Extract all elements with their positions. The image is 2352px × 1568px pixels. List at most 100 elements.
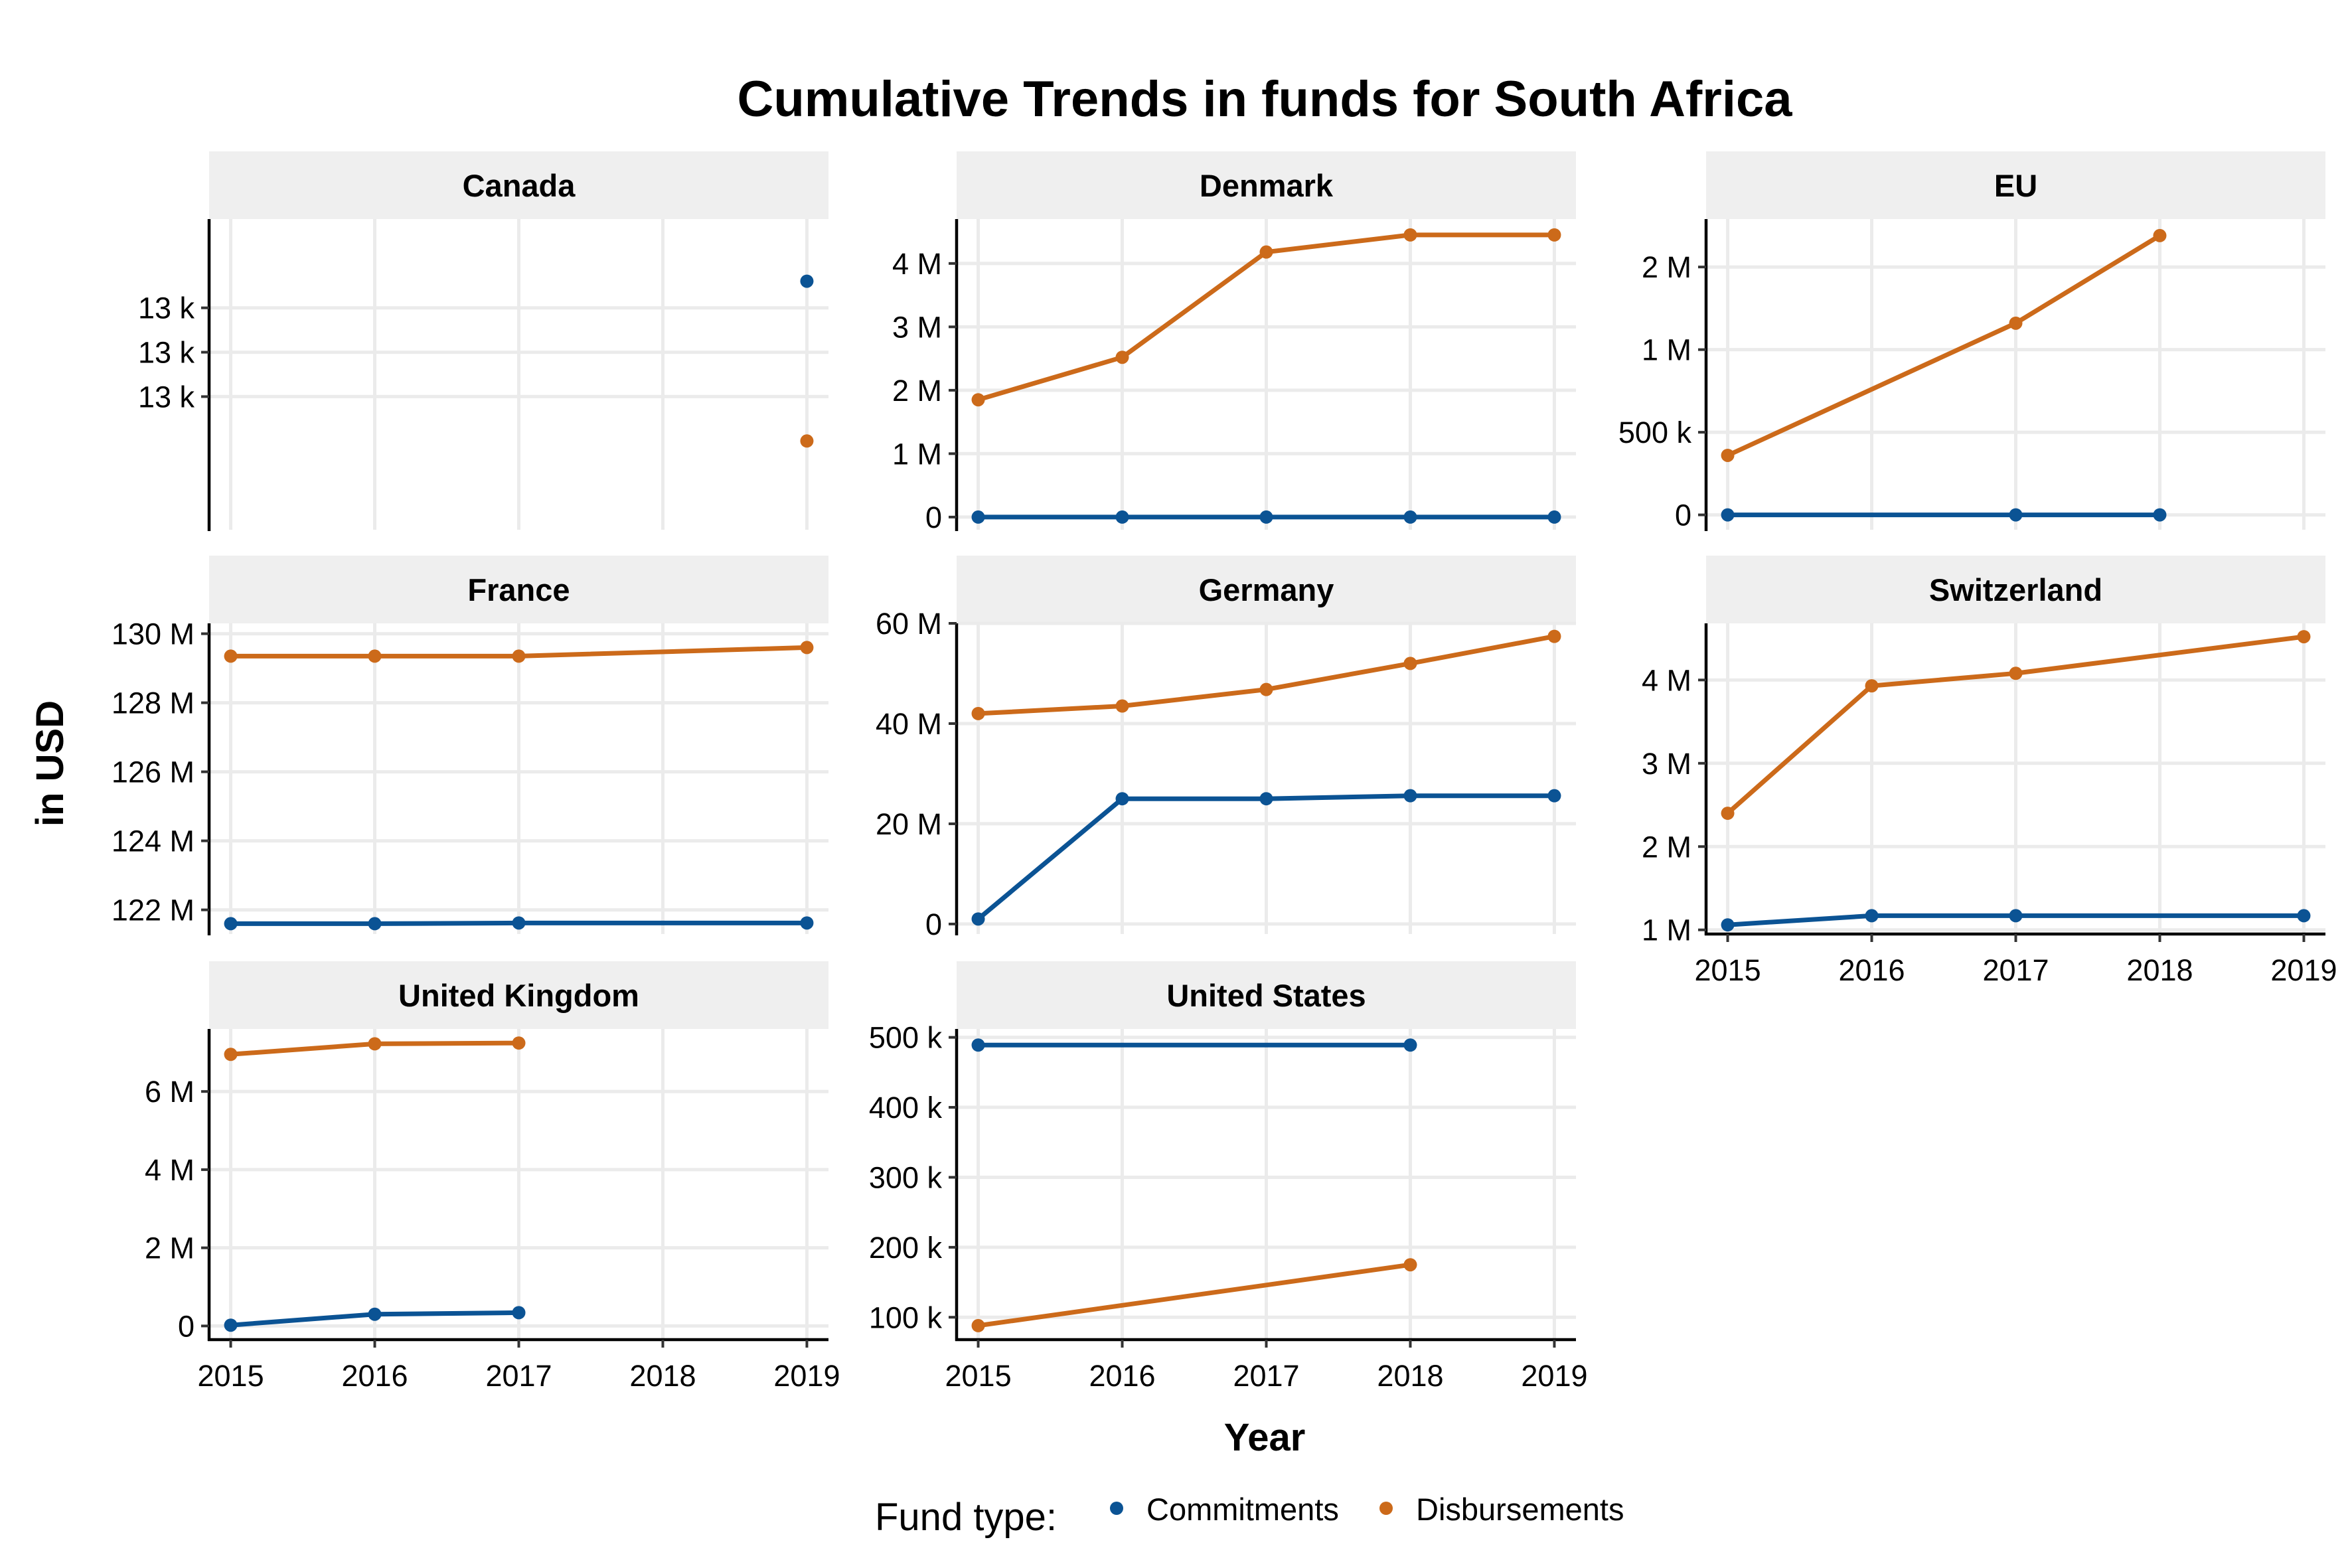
data-point-disbursements [971,706,985,720]
strip-label-france: France [467,572,570,607]
y-tick-label: 4 M [145,1153,195,1187]
x-tick-label: 2015 [197,1359,264,1393]
y-tick-label: 20 M [876,807,942,841]
data-point-disbursements [971,1318,985,1332]
data-point-disbursements [1865,679,1879,693]
data-point-disbursements [1403,657,1417,670]
y-tick-label: 124 M [112,824,195,858]
x-tick-label: 2018 [1377,1359,1443,1393]
data-point-commitments [512,916,526,930]
strip-label-canada: Canada [463,168,576,203]
data-point-commitments [971,912,985,926]
y-tick-label: 0 [178,1309,195,1343]
data-point-disbursements [2009,666,2023,680]
y-tick-label: 2 M [892,374,942,408]
y-tick-label: 6 M [145,1075,195,1109]
x-tick-label: 2016 [1089,1359,1155,1393]
legend-key-commitments [1110,1502,1123,1515]
panel-france: France 122 M 124 M 126 M 128 M 130 M [112,556,828,935]
y-tick-label: 4 M [892,247,942,281]
data-point-disbursements [971,393,985,407]
x-tick-label: 2017 [1982,953,2049,987]
x-tick-label: 2016 [341,1359,408,1393]
y-tick-label: 1 M [1642,333,1691,367]
data-point-commitments [368,1307,382,1321]
x-tick-label: 2018 [2126,953,2193,987]
y-tick-label: 130 M [112,617,195,651]
legend: Fund type: Commitments Disbursements [875,1492,1624,1539]
y-tick-label: 500 k [869,1021,943,1055]
data-point-disbursements [2297,630,2311,644]
data-point-disbursements [224,1048,238,1061]
series-line-disbursements [228,645,809,659]
y-tick-label: 2 M [145,1231,195,1265]
legend-label-commitments: Commitments [1146,1492,1339,1527]
data-point-commitments [971,1038,985,1052]
data-point-disbursements [368,649,382,663]
y-tick-label: 122 M [112,894,195,927]
strip-switzerland [1706,556,2325,623]
y-tick-label: 3 M [1642,747,1691,781]
data-point-commitments [2153,508,2167,522]
legend-key-disbursements [1379,1502,1393,1515]
data-point-commitments [1865,909,1879,923]
y-tick-label: 500 k [1618,416,1692,449]
data-point-disbursements [368,1037,382,1051]
y-tick-label: 40 M [876,707,942,741]
data-point-commitments [2297,909,2311,923]
data-point-disbursements [1259,682,1273,696]
data-point-disbursements [224,649,238,663]
strip-label-denmark: Denmark [1200,168,1334,203]
panel-united-states: United States 100 k 200 k 300 k 400 k 500 k 20… [869,961,1588,1393]
x-tick-label: 2015 [1694,953,1761,987]
panel-united-kingdom: United Kingdom 0 2 M 4 M 6 M 2015 2016 2017 2018… [145,961,840,1393]
data-point-disbursements [512,649,526,663]
data-point-disbursements [512,1036,526,1050]
data-point-disbursements [800,641,814,655]
panel-eu: EU 0 500 k 1 M 2 M [1618,151,2325,532]
data-point-commitments [2009,508,2023,522]
data-point-disbursements [1403,1258,1417,1272]
data-point-commitments [1403,1038,1417,1052]
y-axis-title: in USD [29,700,72,826]
strip-canada [209,151,828,219]
strip-label-united-states: United States [1166,978,1366,1013]
strip-denmark [957,151,1576,219]
y-tick-label: 1 M [892,437,942,471]
legend-label-disbursements: Disbursements [1416,1492,1624,1527]
x-axis-title: Year [1224,1416,1306,1459]
y-tick-label: 2 M [1642,250,1691,284]
x-tick-label: 2017 [1233,1359,1299,1393]
data-point-disbursements [1547,629,1561,643]
facet-panels: Canada 13 k 13 k 13 k Denmark 0 1 M 2 M 3 M 4 M EU… [112,151,2337,1393]
data-point-commitments [1259,792,1273,806]
data-point-disbursements [1115,351,1129,364]
strip-united-states [957,961,1576,1029]
series-line-commitments [1725,913,2306,927]
data-point-commitments [1547,510,1561,524]
data-point-commitments [1115,510,1129,524]
data-point-disbursements [800,434,814,448]
panel-switzerland: Switzerland 1 M 2 M 3 M 4 M 2015 2016 2017 2018 2… [1642,556,2337,987]
chart-title: Cumulative Trends in funds for South Afr… [737,71,1792,127]
y-tick-label: 2 M [1642,830,1691,864]
x-tick-label: 2015 [945,1359,1011,1393]
data-point-disbursements [1403,228,1417,242]
y-tick-label: 200 k [869,1231,943,1265]
y-tick-label: 300 k [869,1160,943,1194]
y-tick-label: 13 k [138,380,195,414]
strip-label-eu: EU [1994,168,2037,203]
data-point-commitments [224,917,238,931]
data-point-commitments [1721,508,1735,522]
data-point-disbursements [1547,228,1561,242]
data-point-commitments [800,916,814,930]
legend-title: Fund type: [875,1496,1057,1539]
data-point-commitments [368,917,382,931]
x-tick-label: 2018 [629,1359,696,1393]
x-tick-label: 2016 [1838,953,1905,987]
series-line-disbursements [976,1262,1413,1328]
y-tick-label: 0 [925,501,942,534]
data-point-disbursements [1721,448,1735,462]
